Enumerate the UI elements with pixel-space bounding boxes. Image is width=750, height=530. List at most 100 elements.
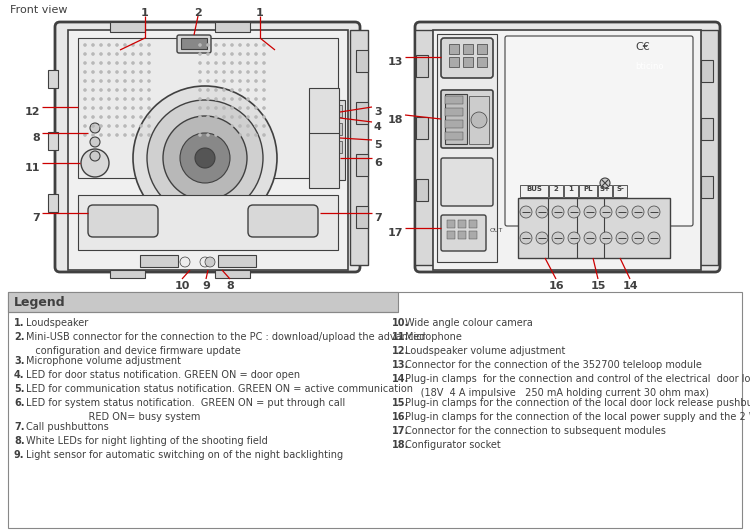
Circle shape — [116, 79, 118, 83]
Bar — [445, 96, 463, 104]
Circle shape — [131, 43, 135, 47]
Circle shape — [83, 61, 87, 65]
Circle shape — [254, 79, 258, 83]
Text: Loudspeaker volume adjustment: Loudspeaker volume adjustment — [405, 346, 566, 356]
Text: LED for communication status notification. GREEN ON = active communication: LED for communication status notificatio… — [26, 384, 413, 394]
Text: 15.: 15. — [392, 398, 410, 408]
Circle shape — [107, 88, 111, 92]
Circle shape — [83, 79, 87, 83]
Circle shape — [246, 97, 250, 101]
Text: Plug-in clamps for the connection of the local door lock release pushbutton: Plug-in clamps for the connection of the… — [405, 398, 750, 408]
Text: PL: PL — [584, 186, 592, 192]
Circle shape — [238, 61, 242, 65]
Circle shape — [616, 232, 628, 244]
Circle shape — [123, 52, 127, 56]
Circle shape — [648, 206, 660, 218]
Circle shape — [206, 97, 210, 101]
Circle shape — [147, 70, 151, 74]
Bar — [564, 185, 578, 197]
Text: Connector for the connection of the 352700 teleloop module: Connector for the connection of the 3527… — [405, 360, 702, 370]
Circle shape — [99, 70, 103, 74]
Circle shape — [123, 88, 127, 92]
Text: 10.: 10. — [392, 318, 410, 328]
Circle shape — [131, 61, 135, 65]
Bar — [48, 132, 58, 150]
Circle shape — [584, 232, 596, 244]
Circle shape — [123, 124, 127, 128]
Circle shape — [238, 43, 242, 47]
Bar — [356, 206, 368, 228]
Circle shape — [230, 106, 234, 110]
Bar — [320, 141, 342, 153]
Circle shape — [116, 88, 118, 92]
Circle shape — [254, 43, 258, 47]
Circle shape — [99, 106, 103, 110]
Circle shape — [107, 43, 111, 47]
Bar — [449, 57, 459, 67]
Circle shape — [163, 116, 247, 200]
Text: LED for system status notification.  GREEN ON = put through call: LED for system status notification. GREE… — [26, 398, 345, 408]
Circle shape — [222, 88, 226, 92]
Circle shape — [140, 133, 142, 137]
Circle shape — [254, 124, 258, 128]
Bar — [433, 30, 701, 270]
Circle shape — [206, 52, 210, 56]
Text: 8.: 8. — [14, 436, 25, 446]
Circle shape — [195, 148, 215, 168]
Bar — [445, 94, 467, 144]
Circle shape — [116, 43, 118, 47]
Circle shape — [83, 106, 87, 110]
Bar — [320, 105, 342, 117]
Circle shape — [254, 106, 258, 110]
Circle shape — [600, 206, 612, 218]
Text: bticino: bticino — [634, 62, 663, 71]
Circle shape — [222, 79, 226, 83]
Circle shape — [214, 61, 217, 65]
Circle shape — [140, 52, 142, 56]
Circle shape — [262, 115, 266, 119]
Circle shape — [254, 97, 258, 101]
Bar — [449, 44, 459, 54]
Text: 1: 1 — [256, 8, 264, 18]
Circle shape — [83, 70, 87, 74]
Circle shape — [214, 79, 217, 83]
Circle shape — [214, 106, 217, 110]
Circle shape — [180, 133, 230, 183]
Circle shape — [180, 257, 190, 267]
Circle shape — [92, 52, 94, 56]
Circle shape — [238, 106, 242, 110]
Circle shape — [147, 124, 151, 128]
Text: 7.: 7. — [14, 422, 25, 432]
Circle shape — [131, 115, 135, 119]
Text: Microphone: Microphone — [405, 332, 462, 342]
Circle shape — [214, 97, 217, 101]
Text: S-: S- — [616, 186, 624, 192]
Bar — [68, 30, 348, 270]
Bar — [215, 270, 250, 278]
Bar — [447, 231, 455, 239]
Circle shape — [648, 232, 660, 244]
Circle shape — [116, 115, 118, 119]
Circle shape — [107, 61, 111, 65]
Text: 7: 7 — [32, 213, 40, 223]
Bar — [110, 22, 145, 32]
Circle shape — [536, 232, 548, 244]
Circle shape — [246, 88, 250, 92]
Circle shape — [238, 97, 242, 101]
Text: 14: 14 — [622, 281, 638, 291]
Circle shape — [107, 115, 111, 119]
Circle shape — [206, 43, 210, 47]
Circle shape — [99, 88, 103, 92]
Bar — [445, 132, 463, 140]
Circle shape — [99, 52, 103, 56]
Circle shape — [254, 52, 258, 56]
Circle shape — [238, 124, 242, 128]
Text: (18V  4 A impulsive   250 mA holding current 30 ohm max): (18V 4 A impulsive 250 mA holding curren… — [405, 388, 709, 398]
Circle shape — [147, 100, 263, 216]
Circle shape — [230, 124, 234, 128]
Circle shape — [198, 70, 202, 74]
Circle shape — [262, 61, 266, 65]
Text: 8: 8 — [32, 133, 40, 143]
FancyBboxPatch shape — [441, 90, 493, 148]
Bar — [78, 195, 338, 250]
